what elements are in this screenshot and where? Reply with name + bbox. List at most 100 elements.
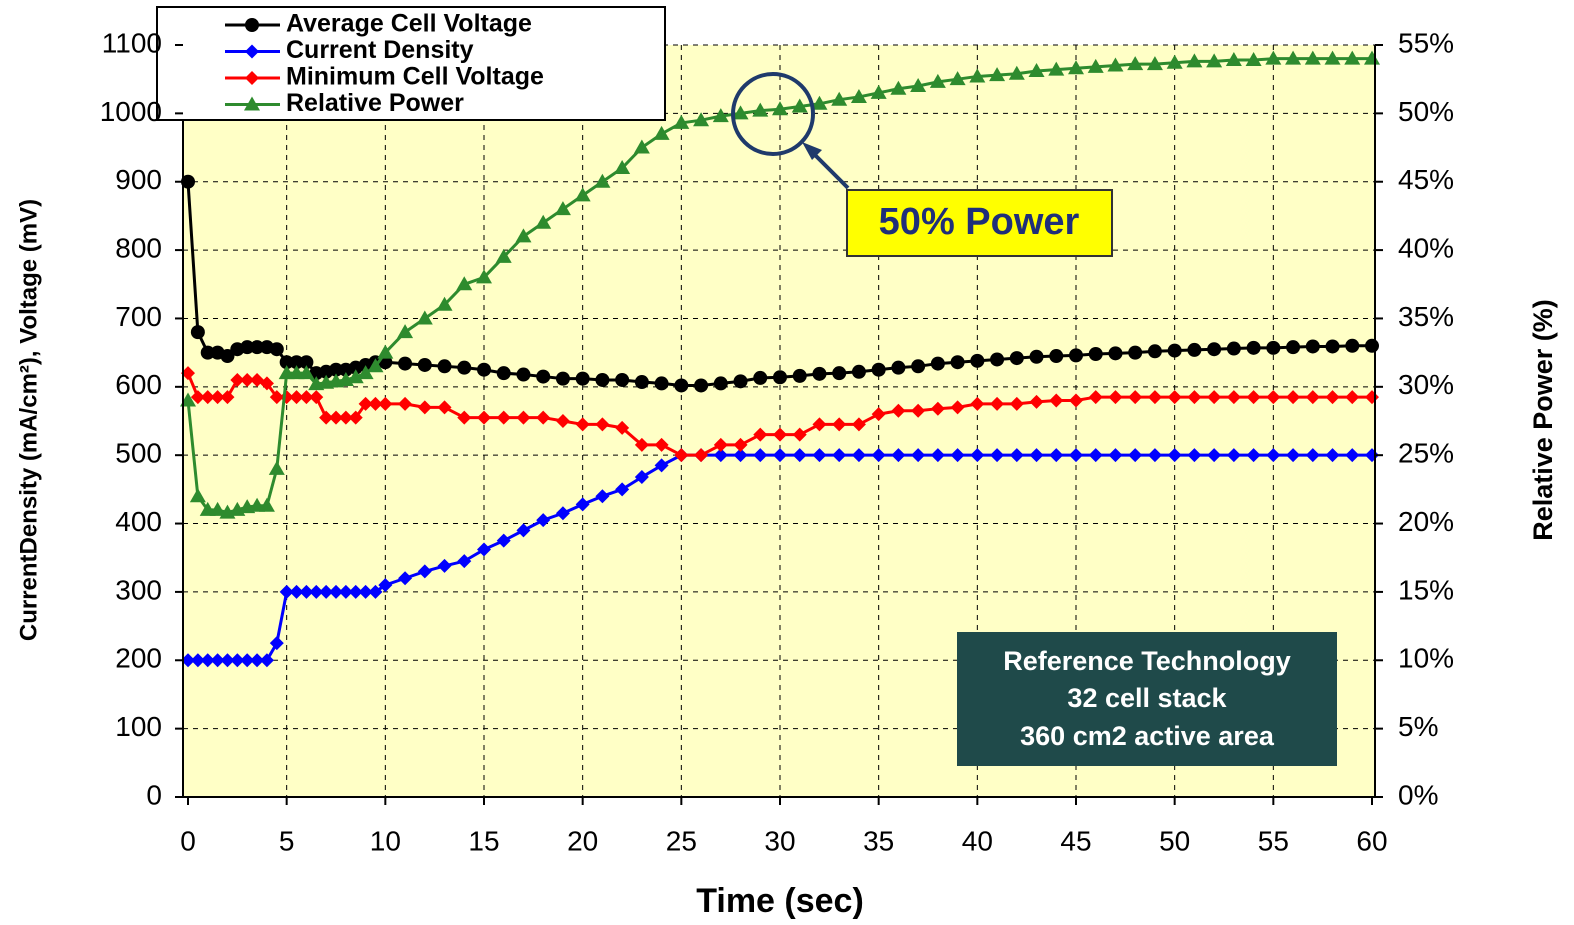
data-point xyxy=(791,98,808,113)
y-tick-label: 200 xyxy=(115,643,162,674)
data-point xyxy=(1048,61,1065,76)
data-point xyxy=(950,355,965,370)
data-point xyxy=(990,352,1005,367)
data-point xyxy=(1246,340,1261,355)
data-point xyxy=(1286,340,1301,355)
data-point xyxy=(733,437,748,452)
data-point xyxy=(516,410,531,425)
data-point xyxy=(633,139,650,154)
data-point xyxy=(1069,348,1083,363)
data-point xyxy=(1345,338,1360,353)
data-point xyxy=(990,396,1005,411)
data-point xyxy=(258,497,275,512)
data-point xyxy=(969,68,986,83)
data-point xyxy=(1009,351,1024,366)
data-point xyxy=(1167,448,1182,463)
legend-label: Current Density xyxy=(286,36,474,64)
data-point xyxy=(495,248,512,263)
data-point xyxy=(910,78,927,93)
data-point xyxy=(773,448,787,463)
data-point xyxy=(348,410,363,425)
data-point xyxy=(279,355,294,370)
y-axis-title: CurrentDensity (mA/cm²), Voltage (mV) xyxy=(15,199,42,641)
callout-arrow xyxy=(808,148,850,190)
data-point xyxy=(970,396,985,411)
data-point xyxy=(457,360,472,375)
data-point xyxy=(398,396,413,411)
data-point xyxy=(674,448,689,463)
y-tick-label: 800 xyxy=(115,232,162,263)
data-point xyxy=(772,101,788,116)
data-point xyxy=(1088,448,1103,463)
data-point xyxy=(457,410,472,425)
data-point xyxy=(614,160,631,175)
data-point xyxy=(654,376,669,391)
data-point xyxy=(536,410,551,425)
data-point xyxy=(575,371,590,386)
y-tick-label: 600 xyxy=(115,369,162,400)
data-point xyxy=(753,448,768,463)
data-point xyxy=(358,584,373,599)
legend-marker xyxy=(245,18,259,32)
data-point xyxy=(269,342,284,357)
data-point xyxy=(1324,50,1341,65)
data-point xyxy=(871,448,886,463)
data-point xyxy=(850,88,867,103)
data-point xyxy=(753,370,768,385)
data-point xyxy=(1147,390,1162,405)
data-point xyxy=(870,84,887,99)
data-point xyxy=(536,369,551,384)
data-point xyxy=(970,353,985,368)
data-point xyxy=(1325,448,1340,463)
data-point xyxy=(713,437,728,452)
data-point xyxy=(200,653,215,668)
data-point xyxy=(329,362,343,377)
data-point xyxy=(950,400,965,415)
data-point xyxy=(891,448,906,463)
y-tick-label: 700 xyxy=(115,301,162,332)
data-point xyxy=(1226,390,1241,405)
data-point xyxy=(279,584,294,599)
data-point xyxy=(378,578,393,593)
x-tick-label: 55 xyxy=(1258,825,1289,856)
x-tick-label: 50 xyxy=(1159,825,1190,856)
data-point xyxy=(1069,393,1083,408)
x-tick-label: 25 xyxy=(666,825,697,856)
data-point xyxy=(1146,56,1163,71)
data-point xyxy=(220,653,235,668)
y-tick-label: 900 xyxy=(115,164,162,195)
legend-label: Relative Power xyxy=(286,89,464,117)
data-point xyxy=(397,324,414,339)
data-point xyxy=(1008,65,1025,80)
callout-box xyxy=(846,189,1113,257)
data-point xyxy=(1167,343,1182,358)
data-point xyxy=(1028,62,1045,77)
data-point xyxy=(1206,53,1223,68)
data-point xyxy=(891,403,906,418)
data-point xyxy=(240,340,255,355)
data-point xyxy=(949,71,966,86)
x-tick-label: 0 xyxy=(180,825,196,856)
data-point xyxy=(1226,341,1241,356)
data-point xyxy=(1207,390,1222,405)
data-point xyxy=(989,67,1006,82)
y-tick-label: 1000 xyxy=(100,96,162,127)
data-point xyxy=(477,362,491,377)
data-point xyxy=(457,554,472,569)
data-point xyxy=(477,410,491,425)
data-point xyxy=(792,448,807,463)
data-point xyxy=(712,108,729,123)
legend-marker xyxy=(244,96,260,111)
data-point xyxy=(1127,56,1144,71)
data-point xyxy=(732,105,749,120)
data-point xyxy=(268,460,285,475)
data-point xyxy=(555,371,570,386)
data-point xyxy=(378,396,393,411)
data-point xyxy=(654,458,669,473)
data-point xyxy=(1265,50,1282,65)
data-point xyxy=(1285,50,1302,65)
data-point xyxy=(289,390,304,405)
highlight-circle xyxy=(731,72,815,156)
data-point xyxy=(1305,448,1320,463)
